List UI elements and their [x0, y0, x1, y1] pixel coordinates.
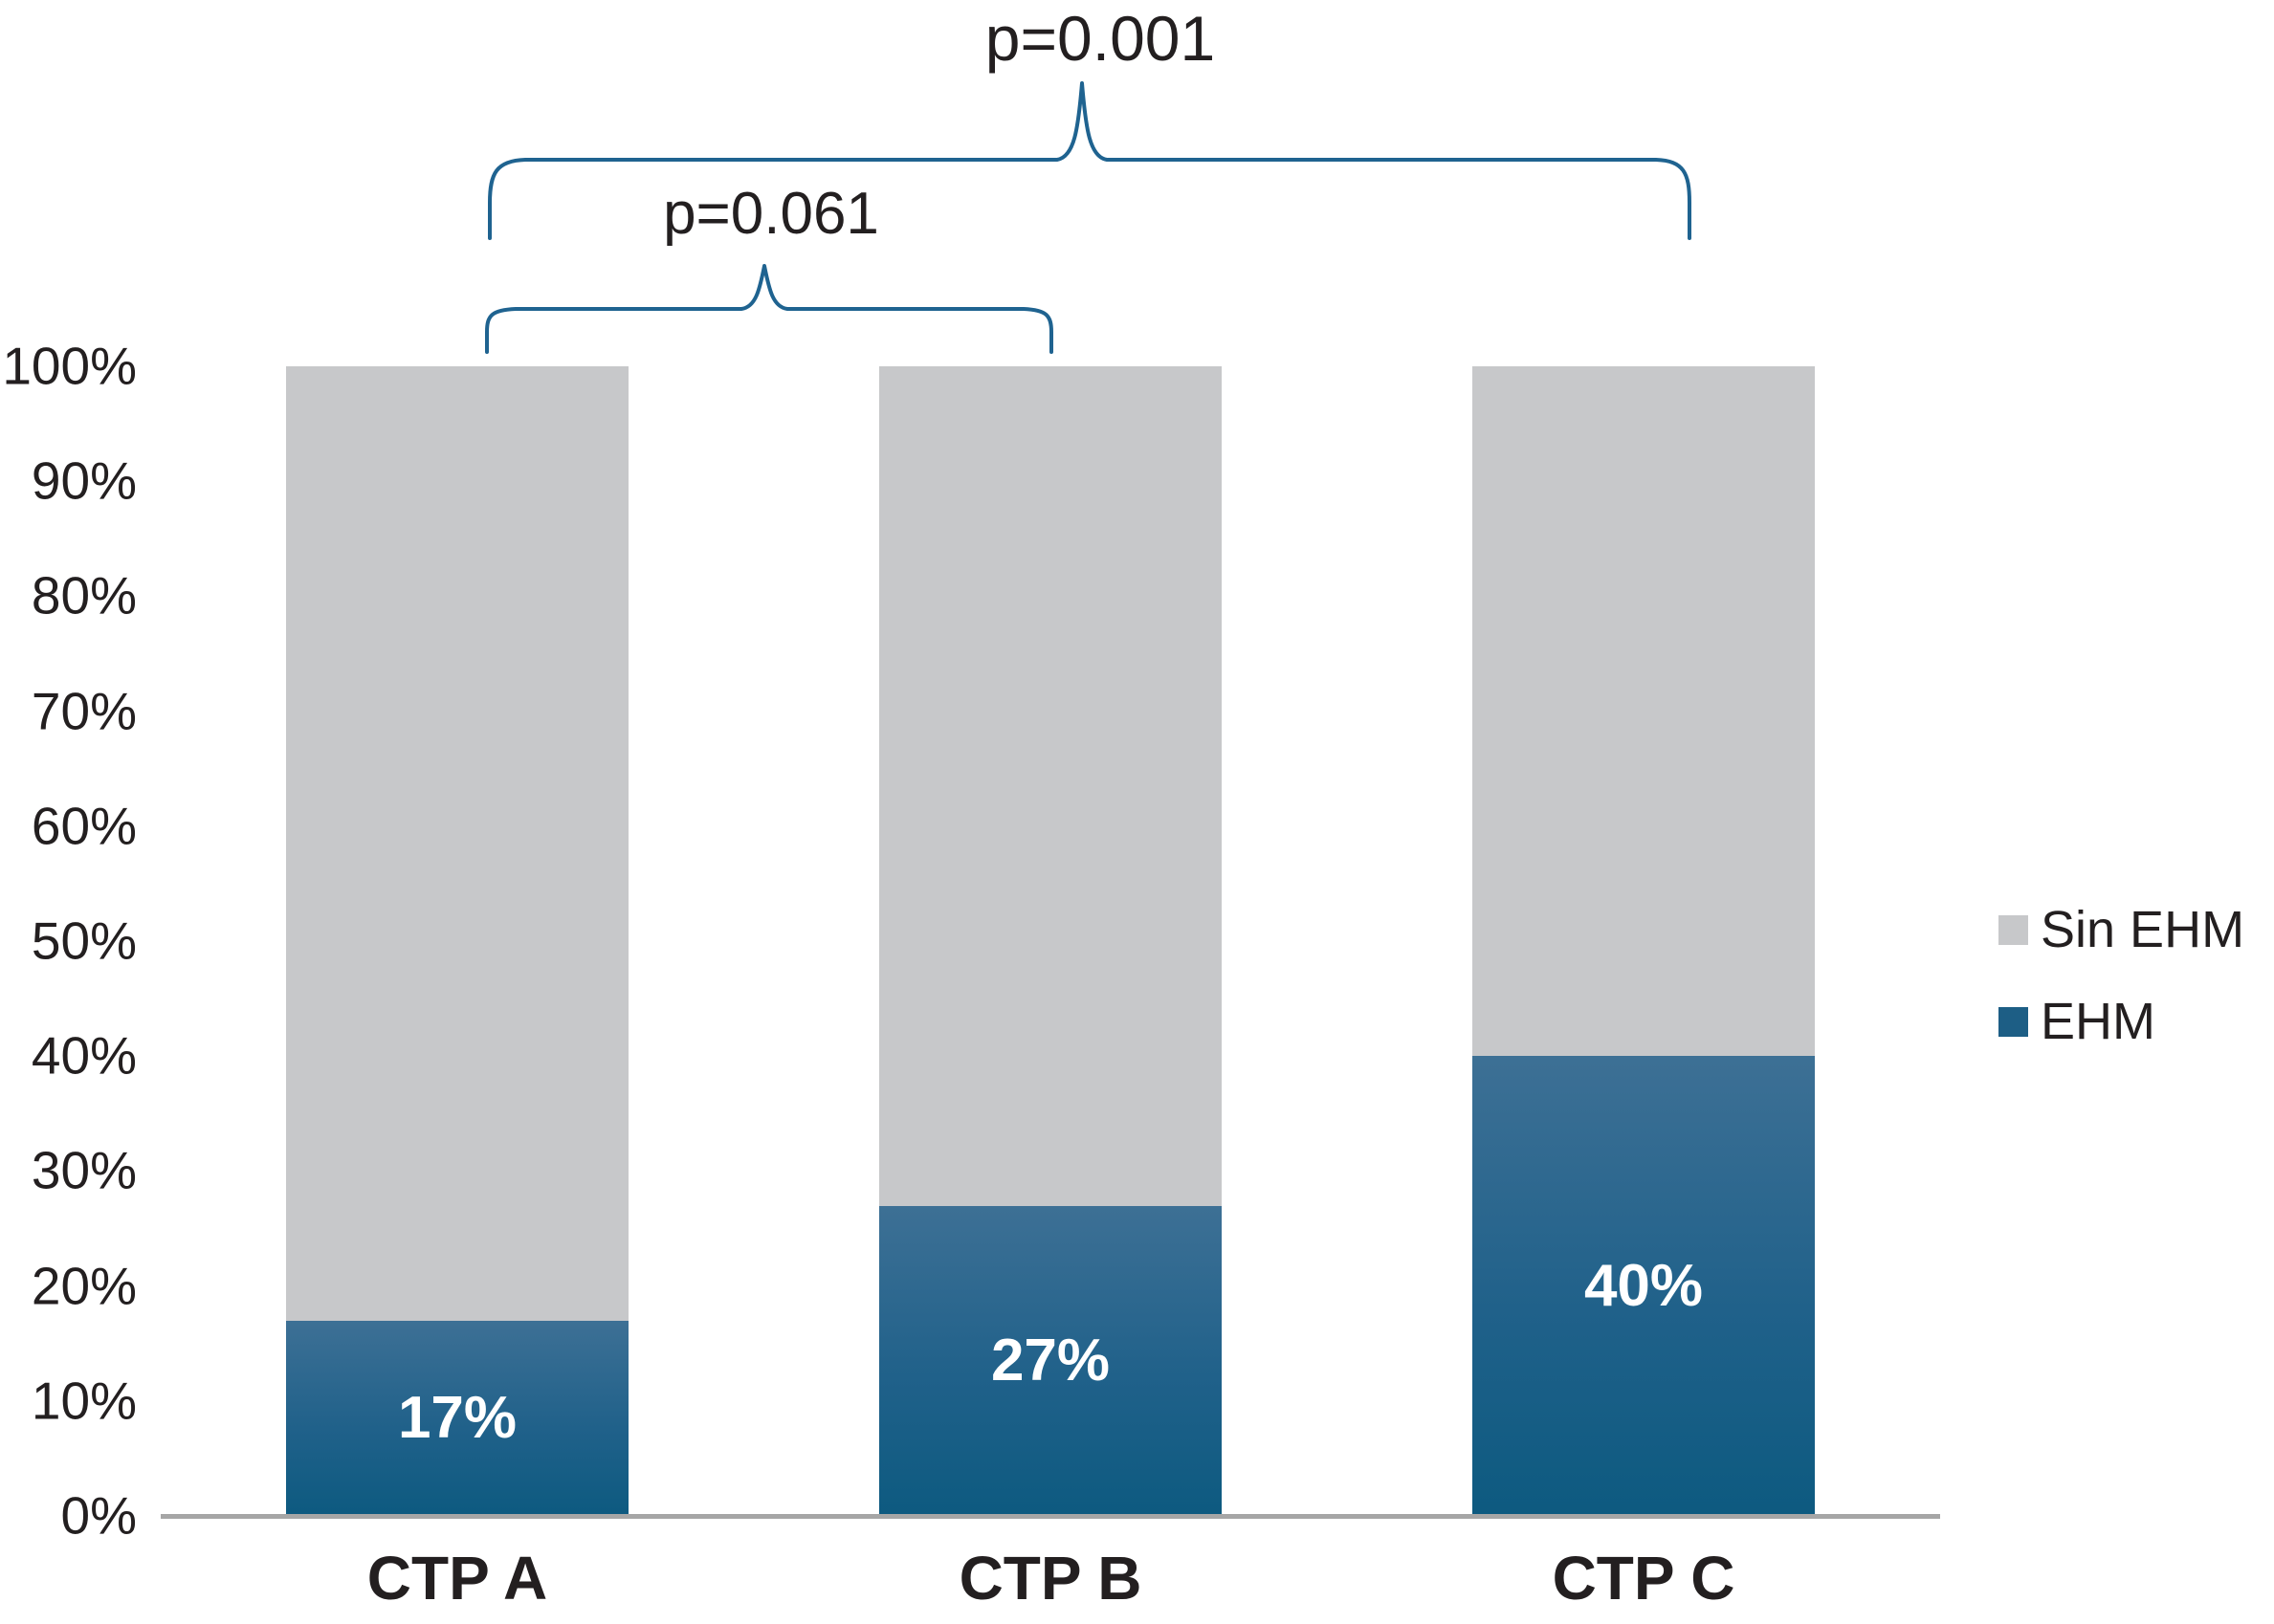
segment-ehm: 40% [1472, 1056, 1815, 1516]
legend-label: EHM [2041, 993, 2155, 1050]
x-axis-label-ctp-b: CTP B [959, 1544, 1142, 1613]
y-axis-tick-label: 100% [2, 336, 137, 396]
legend-swatch-sin-ehm [1998, 914, 2028, 945]
y-axis-tick-label: 20% [31, 1256, 137, 1316]
bar-ctp-c: 40% [1472, 366, 1815, 1516]
value-label: 40% [1583, 1252, 1704, 1319]
y-axis-tick-label: 0% [60, 1485, 138, 1546]
p-value-label-outer: p=0.001 [984, 3, 1216, 74]
y-axis-tick-label: 30% [31, 1140, 137, 1200]
y-axis-tick-label: 50% [31, 911, 137, 971]
y-axis-tick-label: 40% [31, 1025, 137, 1086]
y-axis-tick-label: 80% [31, 565, 137, 625]
legend-item-ehm: EHM [1998, 993, 2244, 1050]
segment-ehm: 17% [286, 1320, 629, 1516]
p-value-label-inner: p=0.061 [663, 181, 879, 247]
legend: Sin EHM EHM [1998, 901, 2245, 1050]
segment-sin-ehm [286, 366, 629, 1321]
legend-item-sin-ehm: Sin EHM [1998, 901, 2245, 958]
x-axis-label-ctp-a: CTP A [366, 1544, 548, 1613]
legend-label: Sin EHM [2041, 901, 2245, 958]
y-axis-tick-label: 10% [31, 1371, 137, 1431]
legend-swatch-ehm [1998, 1006, 2028, 1037]
y-axis: 100% 90% 80% 70% 60% 50% 40% 30% 20% 10%… [0, 0, 137, 1624]
bar-ctp-a: 17% [286, 366, 629, 1516]
y-axis-tick-label: 90% [31, 450, 137, 511]
x-axis-line [161, 1514, 1940, 1519]
p-value-bracket-inner [485, 264, 1053, 354]
y-axis-tick-label: 70% [31, 681, 137, 741]
bar-ctp-b: 27% [879, 366, 1222, 1516]
segment-ehm: 27% [879, 1205, 1222, 1516]
segment-sin-ehm [879, 366, 1222, 1206]
y-axis-tick-label: 60% [31, 796, 137, 856]
value-label: 27% [990, 1327, 1111, 1394]
value-label: 17% [397, 1384, 518, 1451]
x-axis-label-ctp-c: CTP C [1552, 1544, 1735, 1613]
segment-sin-ehm [1472, 366, 1815, 1057]
